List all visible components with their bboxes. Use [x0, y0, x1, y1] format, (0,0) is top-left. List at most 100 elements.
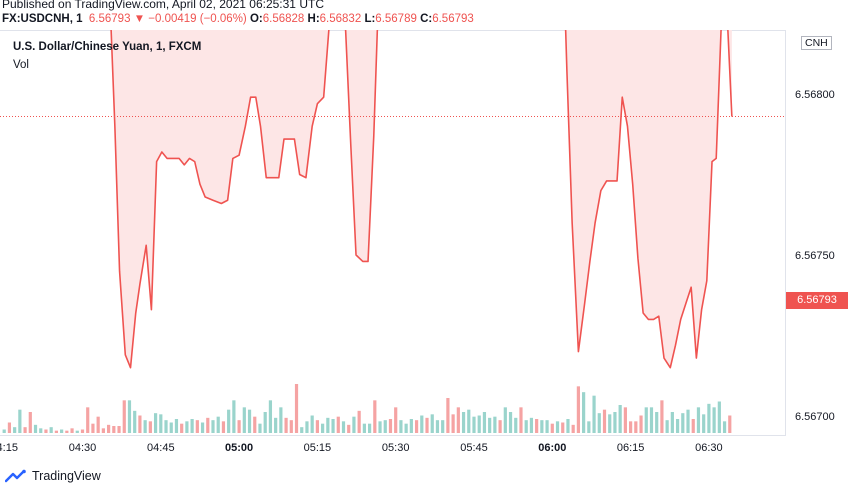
- volume-bar: [315, 420, 319, 433]
- volume-bar: [75, 430, 79, 433]
- volume-bar: [665, 420, 669, 433]
- volume-bar: [649, 407, 654, 433]
- volume-bar: [294, 384, 299, 433]
- volume-bar: [592, 395, 596, 433]
- volume-bar: [122, 400, 126, 433]
- volume-bar: [341, 421, 346, 433]
- volume-bar: [347, 424, 351, 433]
- volume-bar: [420, 415, 424, 433]
- volume-bar: [728, 415, 732, 433]
- volume-bar: [112, 426, 116, 433]
- volume-bar: [321, 423, 325, 433]
- volume-bar: [388, 419, 393, 433]
- y-axis: 6.56700 6.56750 6.56800: [795, 89, 835, 423]
- volume-bar: [143, 420, 147, 433]
- down-arrow-icon: ▼: [133, 13, 146, 25]
- volume-bar: [174, 419, 179, 433]
- x-tick-label: 06:15: [617, 442, 645, 454]
- volume-bar: [383, 420, 387, 433]
- volume-bar: [456, 407, 460, 433]
- volume-bar: [722, 421, 727, 433]
- volume-bar: [96, 416, 100, 433]
- volume-bar: [618, 405, 622, 433]
- volume-bar: [467, 409, 471, 433]
- volume-bar: [623, 407, 627, 433]
- volume-bar: [524, 420, 528, 433]
- volume-bar: [378, 421, 382, 433]
- volume-bar: [227, 409, 231, 433]
- volume-bars: [2, 384, 732, 433]
- volume-bar: [540, 420, 544, 433]
- volume-bar: [435, 420, 440, 433]
- volume-bar: [13, 427, 17, 433]
- volume-bar: [195, 420, 199, 433]
- volume-bar: [519, 407, 523, 433]
- volume-bar: [263, 412, 267, 433]
- low-label: L:: [364, 13, 376, 25]
- close-label: C:: [420, 13, 433, 25]
- volume-bar: [529, 417, 534, 433]
- volume-bar: [159, 414, 163, 433]
- volume-bar: [60, 429, 64, 433]
- volume-bar: [39, 428, 43, 433]
- low-value: 6.56789: [375, 13, 417, 25]
- tradingview-logo[interactable]: TradingView: [5, 469, 101, 483]
- volume-bar: [691, 419, 695, 433]
- volume-bar: [602, 409, 607, 433]
- tradingview-icon: [5, 469, 26, 483]
- close-value: 6.56793: [432, 13, 474, 25]
- volume-bar: [331, 419, 335, 433]
- ohlc-legend: FX:USDCNH, 1 6.56793 ▼ −0.00419 (−0.06%)…: [2, 13, 474, 25]
- volume-bar: [451, 414, 455, 433]
- volume-bar: [300, 427, 304, 433]
- volume-bar: [180, 423, 184, 433]
- volume-bar: [477, 415, 481, 433]
- volume-bar: [394, 407, 398, 433]
- lines-layer: [0, 116, 785, 118]
- volume-bar: [503, 407, 507, 433]
- volume-bar: [686, 409, 690, 433]
- volume-bar: [712, 407, 716, 433]
- x-tick-label: 05:00: [225, 442, 253, 454]
- open-label: O:: [249, 13, 263, 25]
- volume-bar: [498, 420, 502, 433]
- price-line: [110, 30, 733, 369]
- volume-bar: [54, 430, 58, 433]
- volume-bar: [430, 414, 434, 433]
- volume-bar: [289, 420, 293, 433]
- volume-bar: [268, 400, 273, 433]
- volume-bar: [80, 429, 85, 433]
- volume-bar: [164, 420, 168, 433]
- volume-bar: [717, 401, 721, 433]
- volume-bar: [587, 421, 591, 433]
- volume-bar: [670, 412, 674, 433]
- volume-bar: [639, 415, 643, 433]
- volume-bar: [555, 421, 560, 433]
- volume-bar: [441, 420, 445, 433]
- volume-bar: [362, 423, 366, 433]
- x-axis: 04:15 04:30 04:45 05:00 05:15 05:30 05:45 06:00…: [0, 442, 723, 454]
- y-tick-label: 6.56800: [795, 89, 835, 101]
- currency-label[interactable]: CNH: [801, 36, 832, 50]
- volume-bar: [274, 417, 278, 433]
- change-value: −0.00419 (−0.06%): [148, 13, 247, 25]
- volume-legend: Vol: [13, 59, 29, 71]
- volume-bar: [644, 407, 648, 433]
- volume-bar: [514, 417, 518, 433]
- volume-bar: [336, 416, 340, 433]
- volume-bar: [409, 419, 413, 433]
- x-tick-label: 05:30: [382, 442, 410, 454]
- volume-bar: [399, 420, 403, 433]
- volume-bar: [211, 420, 215, 433]
- volume-bar: [49, 427, 53, 433]
- volume-bar: [561, 422, 565, 433]
- volume-bar: [23, 427, 27, 433]
- last-price-tag: 6.56793: [786, 292, 848, 309]
- open-value: 6.56828: [262, 13, 305, 25]
- volume-bar: [634, 421, 638, 433]
- high-value: 6.56832: [319, 13, 362, 25]
- volume-bar: [7, 422, 12, 433]
- brand-name: TradingView: [32, 469, 101, 483]
- volume-bar: [258, 423, 262, 433]
